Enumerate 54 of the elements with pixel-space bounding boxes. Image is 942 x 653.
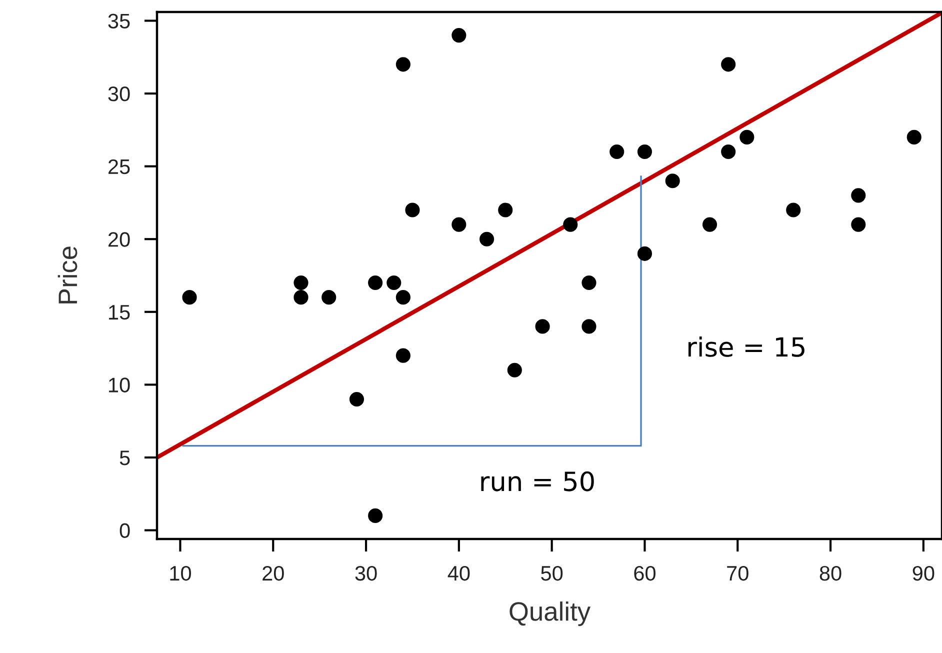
point xyxy=(322,290,336,305)
x-axis-title: Quality xyxy=(510,601,591,626)
point xyxy=(507,362,522,378)
point xyxy=(740,130,754,144)
point xyxy=(637,144,652,160)
point xyxy=(563,217,578,232)
point xyxy=(182,290,197,305)
point xyxy=(851,188,866,203)
y-tick-label: 25 xyxy=(108,159,130,174)
x-tick-label: 70 xyxy=(727,566,748,581)
point xyxy=(452,28,466,43)
point xyxy=(702,217,718,232)
x-tick-label: 90 xyxy=(912,566,934,581)
point xyxy=(906,130,922,144)
point xyxy=(721,144,736,160)
point xyxy=(498,202,513,218)
point xyxy=(786,202,801,218)
point xyxy=(368,508,383,523)
point xyxy=(294,275,308,290)
y-tick-label: 15 xyxy=(109,305,130,320)
x-tick-label: 80 xyxy=(820,566,842,581)
y-tick-label: 10 xyxy=(109,378,130,392)
point xyxy=(665,174,680,188)
y-tick-label: 0 xyxy=(120,523,130,538)
point xyxy=(480,232,494,246)
point xyxy=(582,275,596,290)
point xyxy=(452,217,466,232)
y-axis-title: Price xyxy=(58,246,78,304)
point xyxy=(368,275,383,290)
point xyxy=(386,275,402,290)
point xyxy=(582,319,596,334)
y-tick-label: 5 xyxy=(120,450,130,466)
point xyxy=(396,57,410,72)
point xyxy=(637,246,652,261)
point xyxy=(721,57,736,72)
point xyxy=(851,217,866,232)
point xyxy=(610,144,624,160)
point xyxy=(349,392,364,407)
x-tick-label: 50 xyxy=(541,566,563,581)
x-tick-label: 10 xyxy=(170,566,191,581)
x-tick-label: 20 xyxy=(262,566,284,581)
x-tick-label: 60 xyxy=(634,566,656,581)
x-tick-label: 30 xyxy=(355,566,377,581)
annotation: rise = 15 xyxy=(688,336,804,357)
point xyxy=(405,202,420,218)
y-tick-label: 20 xyxy=(108,232,130,247)
point xyxy=(535,319,550,334)
annotation: run = 50 xyxy=(481,471,594,492)
y-tick-label: 30 xyxy=(108,86,130,102)
x-tick-label: 40 xyxy=(448,566,470,581)
point xyxy=(294,290,308,305)
point xyxy=(396,348,410,363)
y-tick-label: 35 xyxy=(108,14,130,28)
point xyxy=(396,290,410,305)
